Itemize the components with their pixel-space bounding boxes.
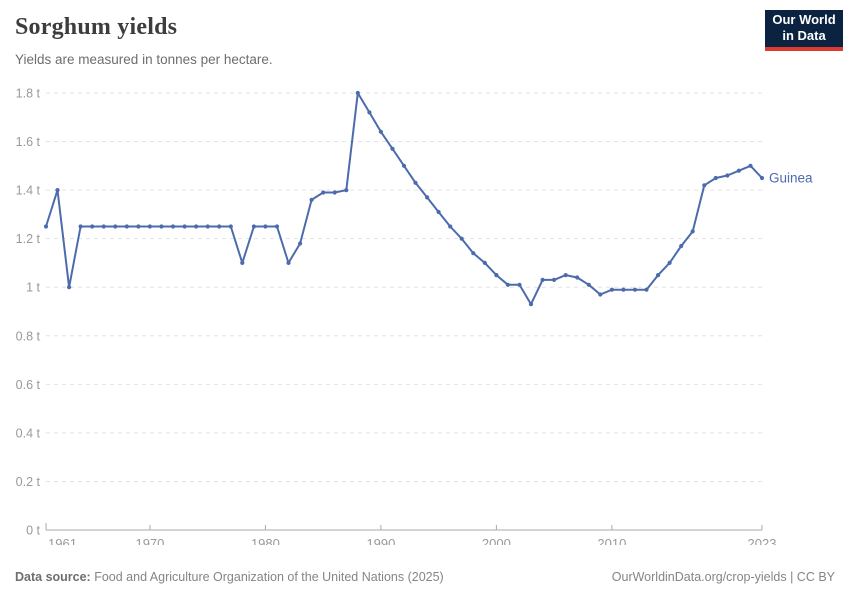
x-axis-tick-label: 1970 (135, 536, 164, 545)
line-chart-canvas: 0 t 0.2 t 0.4 t 0.6 t 0.8 t 1 t 1.2 t 1.4 t 1.6 … (16, 87, 813, 546)
data-point (517, 282, 522, 287)
footer-source-label: Data source: (15, 570, 91, 584)
data-point (159, 224, 164, 229)
data-point (679, 243, 684, 249)
data-point (228, 224, 233, 229)
chart-footer: Data source: Food and Agriculture Organi… (15, 570, 835, 584)
data-point (124, 224, 129, 229)
page-title: Sorghum yields (15, 14, 178, 40)
page-subtitle: Yields are measured in tonnes per hectar… (15, 52, 273, 67)
data-point (702, 183, 707, 188)
data-line-guinea (45, 92, 763, 306)
data-point (482, 260, 487, 265)
y-axis-tick-label: 0.2 t (16, 475, 41, 489)
y-axis-tick-label: 1 t (26, 281, 40, 295)
data-point (644, 287, 649, 292)
data-point (563, 273, 568, 278)
data-point (390, 146, 395, 151)
data-point (55, 188, 60, 193)
data-point (725, 173, 730, 178)
data-point (748, 163, 753, 168)
data-point (43, 224, 49, 229)
data-point (367, 110, 372, 115)
data-point (505, 282, 510, 287)
data-point (170, 224, 176, 229)
owid-logo-line1: Our World (772, 12, 836, 27)
data-point (436, 209, 441, 215)
data-point (586, 282, 591, 287)
data-point (113, 224, 118, 229)
data-point (263, 224, 268, 229)
data-point (217, 224, 222, 229)
y-axis-tick-label: 1.2 t (16, 232, 41, 246)
x-axis-tick-label: 2023 (748, 536, 777, 545)
owid-logo-line2: in Data (782, 28, 826, 43)
data-point (540, 277, 545, 282)
x-axis-tick-label: 1990 (366, 536, 395, 545)
data-point (378, 129, 383, 134)
x-axis-tick-label: 1980 (251, 536, 280, 545)
data-point (136, 224, 141, 229)
data-point (632, 287, 638, 292)
data-point (609, 287, 615, 292)
data-point (309, 197, 314, 202)
data-point (332, 190, 337, 195)
data-point (251, 224, 256, 229)
data-point (182, 224, 187, 229)
y-axis-tick-label: 0 t (26, 524, 40, 538)
y-axis-tick-label: 1.4 t (16, 184, 41, 198)
data-point (67, 285, 72, 290)
data-point (205, 224, 210, 229)
data-point (194, 224, 199, 229)
data-point (494, 273, 499, 278)
data-point (78, 224, 83, 229)
data-point (448, 224, 453, 229)
data-point (355, 90, 360, 96)
y-axis-tick-label: 0.4 t (16, 426, 41, 440)
data-point (240, 260, 245, 265)
data-point (575, 275, 580, 280)
footer-license-link[interactable]: OurWorldinData.org/crop-yields | CC BY (611, 570, 835, 584)
data-point (459, 236, 464, 241)
data-point (656, 273, 661, 278)
data-point (401, 163, 407, 168)
x-axis-tick-label: 1961 (48, 536, 77, 545)
data-point (274, 224, 280, 229)
data-point (321, 190, 326, 195)
data-point (552, 277, 557, 282)
data-point (471, 251, 476, 256)
footer-source-text: Food and Agriculture Organization of the… (90, 570, 444, 584)
data-point (759, 175, 765, 181)
data-point (147, 224, 152, 229)
footer-source: Data source: Food and Agriculture Organi… (15, 570, 444, 584)
data-point (344, 188, 349, 193)
data-point (286, 260, 291, 265)
data-point (101, 224, 106, 229)
data-point (90, 224, 95, 229)
data-point (690, 229, 695, 234)
y-axis-tick-label: 1.6 t (16, 135, 41, 149)
data-point (413, 180, 418, 185)
owid-logo: Our World in Data (765, 10, 843, 51)
y-axis-tick-label: 1.8 t (16, 87, 41, 101)
data-point (667, 260, 672, 265)
y-axis-tick-label: 0.8 t (16, 329, 41, 343)
data-point (713, 175, 718, 181)
data-point (598, 292, 603, 297)
x-axis-tick-label: 2010 (597, 536, 626, 545)
data-point (298, 241, 303, 246)
y-axis-tick-label: 0.6 t (16, 378, 41, 392)
series-end-label: Guinea (769, 170, 813, 185)
x-axis-tick-label: 2000 (482, 536, 511, 545)
data-point (425, 195, 430, 200)
data-point (621, 287, 626, 292)
data-point (528, 302, 534, 307)
data-point (736, 168, 742, 173)
